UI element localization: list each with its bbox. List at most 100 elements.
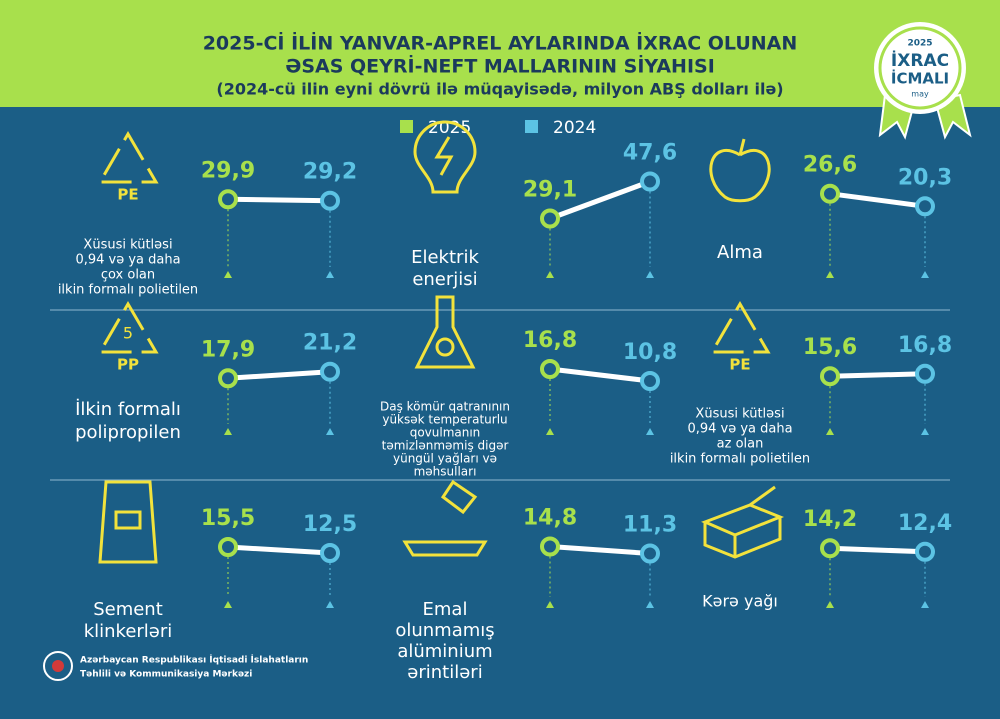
slope-line bbox=[829, 545, 926, 555]
legend-swatch bbox=[400, 120, 413, 133]
icon: PE bbox=[709, 301, 771, 374]
badge-month: may bbox=[911, 90, 929, 99]
icon-text: PP bbox=[117, 356, 139, 374]
apple-icon bbox=[709, 138, 771, 203]
value-label: 11,3 bbox=[623, 513, 677, 538]
badge-text: İXRAC bbox=[891, 49, 949, 71]
drop-marker bbox=[921, 271, 929, 278]
icon bbox=[709, 138, 771, 203]
value-label: 15,5 bbox=[201, 506, 255, 531]
drop-marker bbox=[826, 271, 834, 278]
category-label: Daş kömür qatranının bbox=[380, 400, 510, 414]
category-label: Xüsusi kütləsi bbox=[695, 407, 784, 422]
icon: PE bbox=[97, 131, 159, 204]
butter-icon bbox=[701, 485, 785, 559]
footer-text: Azərbaycan Respublikası İqtisadi İslahat… bbox=[80, 655, 308, 666]
flask-icon bbox=[414, 295, 476, 369]
value-label: 21,2 bbox=[303, 331, 357, 356]
drop-marker bbox=[224, 428, 232, 435]
category-label: yüksək temperaturlu bbox=[382, 413, 507, 427]
drop-marker bbox=[326, 428, 334, 435]
sack-icon bbox=[98, 480, 158, 564]
category-label: klinkerləri bbox=[84, 621, 173, 642]
slope-line bbox=[829, 191, 926, 209]
point bbox=[540, 208, 560, 229]
category-label: Xüsusi kütləsi bbox=[83, 238, 172, 253]
category-label: İlkin formalı bbox=[75, 399, 181, 420]
slope-line bbox=[549, 366, 651, 384]
legend-swatch bbox=[525, 120, 538, 133]
drop-marker bbox=[224, 271, 232, 278]
category-label: polipropilen bbox=[75, 422, 181, 443]
point bbox=[320, 361, 340, 382]
slope-line bbox=[549, 179, 651, 221]
point bbox=[540, 359, 560, 379]
point bbox=[320, 543, 340, 563]
slope-line bbox=[227, 544, 331, 556]
point bbox=[218, 537, 238, 557]
ingot-icon bbox=[402, 479, 488, 557]
category-label: ilkin formalı polietilen bbox=[58, 283, 198, 298]
subtitle: (2024-cü ilin eyni dövrü ilə müqayisədə,… bbox=[216, 80, 783, 99]
value-label: 29,9 bbox=[201, 158, 255, 183]
legend-label: 2024 bbox=[553, 118, 596, 138]
icon: 5 PP bbox=[97, 301, 159, 374]
icon-text: PE bbox=[117, 186, 138, 204]
point bbox=[540, 536, 560, 557]
point bbox=[218, 189, 238, 210]
icon bbox=[413, 120, 477, 194]
value-label: 29,1 bbox=[523, 178, 577, 203]
drop-marker bbox=[546, 601, 554, 608]
slope-line bbox=[829, 371, 926, 379]
category-label: ilkin formalı polietilen bbox=[670, 452, 810, 467]
footer-logo bbox=[43, 651, 73, 681]
point bbox=[820, 183, 840, 204]
value-label: 16,8 bbox=[523, 328, 577, 353]
value-label: 10,8 bbox=[623, 340, 677, 365]
slope-line bbox=[227, 369, 331, 381]
value-label: 29,2 bbox=[303, 160, 357, 185]
icon bbox=[414, 295, 476, 369]
slope-line bbox=[549, 544, 651, 556]
point bbox=[218, 368, 238, 389]
category-label: olunmamış bbox=[395, 620, 494, 641]
drop-marker bbox=[646, 428, 654, 435]
value-label: 20,3 bbox=[898, 165, 952, 190]
recycle-icon bbox=[97, 301, 159, 354]
title: ƏSAS QEYRİ-NEFT MALLARININ SİYAHISI bbox=[285, 54, 715, 78]
category-label: qovulmanın bbox=[410, 426, 481, 440]
footer-text: Təhlili və Kommunikasiya Mərkəzi bbox=[80, 670, 252, 680]
point bbox=[640, 171, 660, 192]
recycle-icon bbox=[709, 301, 771, 354]
icon-number: 5 bbox=[123, 324, 133, 343]
badge-year: 2025 bbox=[907, 39, 932, 49]
value-label: 17,9 bbox=[201, 337, 255, 362]
category-label: Alma bbox=[717, 242, 763, 263]
point bbox=[320, 190, 340, 211]
slope-line bbox=[227, 196, 331, 204]
point bbox=[640, 543, 660, 564]
category-label: təmizlənməmiş digər bbox=[382, 439, 509, 453]
category-label: az olan bbox=[717, 437, 764, 452]
drop-marker bbox=[646, 601, 654, 608]
drop-marker bbox=[921, 428, 929, 435]
value-label: 12,4 bbox=[898, 511, 952, 536]
badge: 2025 İXRAC İCMALI may bbox=[874, 22, 972, 140]
bulb-icon bbox=[413, 120, 477, 194]
icon-text: PE bbox=[729, 356, 750, 374]
category-label: enerjisi bbox=[412, 269, 477, 290]
drop-marker bbox=[326, 271, 334, 278]
sack-label bbox=[114, 510, 142, 530]
category-label: məhsulları bbox=[414, 465, 477, 479]
value-label: 15,6 bbox=[803, 335, 857, 360]
category-label: 0,94 və ya daha bbox=[75, 253, 180, 268]
point bbox=[820, 366, 840, 387]
value-label: 16,8 bbox=[898, 333, 952, 358]
drop bbox=[435, 337, 455, 357]
category-label: çox olan bbox=[101, 268, 155, 283]
drop-marker bbox=[326, 601, 334, 608]
recycle-icon bbox=[97, 131, 159, 184]
drop-marker bbox=[826, 601, 834, 608]
icon bbox=[402, 479, 488, 557]
